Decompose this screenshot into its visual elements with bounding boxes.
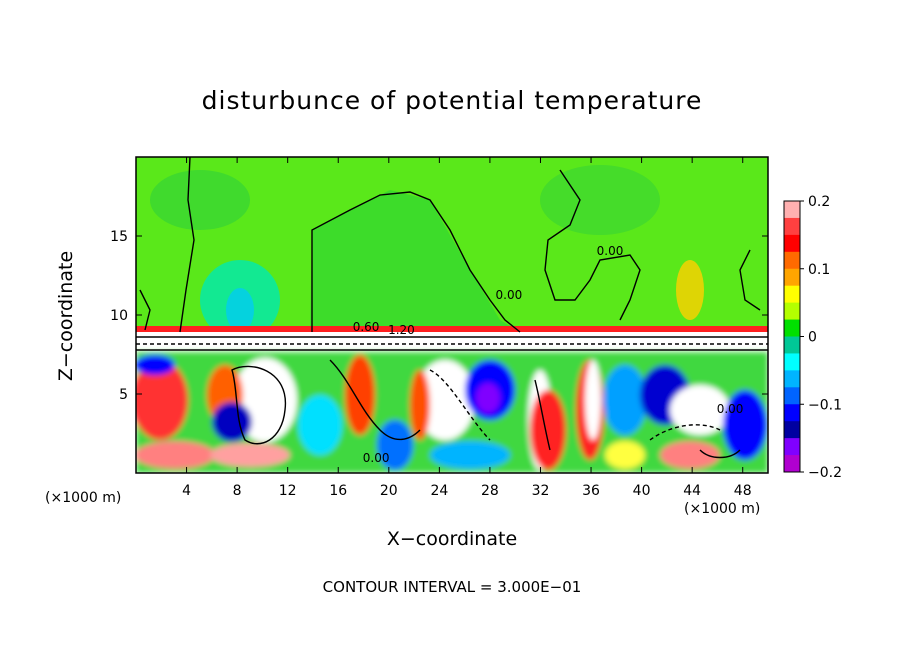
colorbar-swatch: [784, 251, 800, 270]
colorbar-swatch: [784, 438, 800, 456]
y-tick-label: 10: [110, 308, 128, 324]
upper-warm-patch: [676, 260, 704, 320]
contour-labels: 0.60 1.20 0.00 0.00 0.00 0.00: [353, 244, 744, 465]
colorbar-tick-label: 0.2: [808, 194, 830, 210]
colorbar-swatch: [784, 370, 800, 388]
inversion-top: [136, 326, 768, 332]
colorbar-swatch: [784, 201, 800, 219]
colorbar-swatch: [784, 455, 800, 473]
colorbar-tick-label: 0.1: [808, 262, 830, 278]
y-axis-ticks: 5 10 15: [110, 229, 768, 403]
x-unit-label-left: (×1000 m): [45, 490, 122, 506]
y-axis-label: Z−coordinate: [55, 250, 77, 382]
colorbar-tick-label: 0: [808, 330, 817, 346]
contour-lines: [136, 157, 768, 459]
y-tick-label: 5: [119, 387, 128, 403]
x-tick-label: 12: [279, 483, 297, 499]
contour-label: 0.00: [597, 244, 624, 258]
colorbar-swatch: [784, 387, 800, 405]
x-unit-label-right: (×1000 m): [684, 501, 761, 517]
x-axis-ticks: 4 8 12 16 20 24 28 32 36 40 44 48: [182, 157, 752, 499]
lower-layer: [136, 352, 768, 473]
colorbar-swatch: [784, 404, 800, 422]
contour-interval-note: CONTOUR INTERVAL = 3.000E−01: [322, 578, 582, 596]
inversion-band: [136, 332, 768, 352]
colorbar: 0.2 0.1 0 −0.1 −0.2: [783, 194, 842, 481]
x-tick-label: 36: [582, 483, 600, 499]
colorbar-swatch: [784, 421, 800, 439]
x-tick-label: 40: [633, 483, 651, 499]
x-tick-label: 24: [430, 483, 448, 499]
colorbar-swatch: [784, 234, 800, 253]
y-tick-label: 15: [110, 229, 128, 245]
upper-cold-core: [226, 288, 254, 332]
colorbar-tick-label: −0.2: [808, 465, 842, 481]
upper-warm-plume: [310, 190, 520, 332]
colorbar-swatch: [784, 285, 800, 304]
colorbar-swatch: [784, 217, 800, 236]
colorbar-swatch: [784, 319, 800, 337]
upper-shade-2: [540, 165, 660, 235]
x-tick-label: 32: [532, 483, 550, 499]
x-tick-label: 48: [734, 483, 752, 499]
x-tick-label: 44: [683, 483, 701, 499]
heatmap-field: [136, 157, 768, 473]
contour-label: 0.60: [353, 320, 380, 334]
contour-label: 0.00: [363, 451, 390, 465]
x-tick-label: 4: [182, 483, 191, 499]
colorbar-swatch: [784, 353, 800, 371]
contour-label: 0.00: [496, 288, 523, 302]
contour-label: 0.00: [717, 402, 744, 416]
x-tick-label: 8: [233, 483, 242, 499]
colorbar-swatch: [784, 268, 800, 287]
chart-title: disturbunce of potential temperature: [201, 86, 703, 115]
colorbar-swatch: [784, 302, 800, 321]
colorbar-swatch: [784, 336, 800, 354]
x-tick-label: 16: [329, 483, 347, 499]
contour-label: 1.20: [388, 323, 415, 337]
upper-shade: [150, 170, 250, 230]
x-tick-label: 28: [481, 483, 499, 499]
x-axis-label: X−coordinate: [386, 528, 518, 550]
colorbar-tick-label: −0.1: [808, 397, 842, 413]
x-tick-label: 20: [380, 483, 398, 499]
